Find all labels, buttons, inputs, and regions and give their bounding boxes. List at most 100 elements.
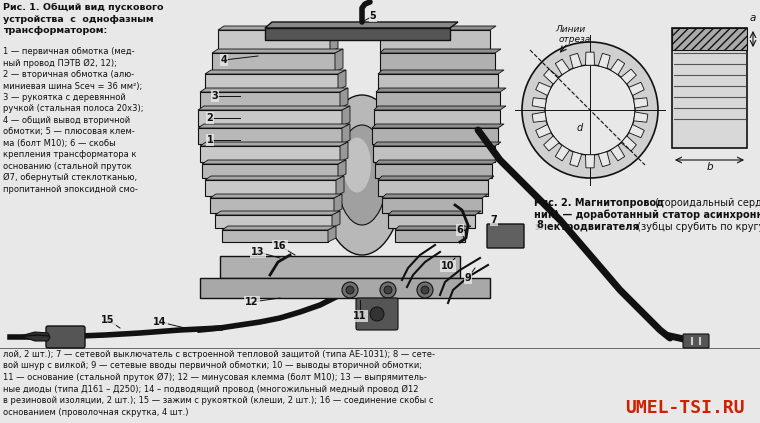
Text: электродвигателя: электродвигателя [534,222,638,232]
FancyBboxPatch shape [46,326,85,348]
Polygon shape [621,69,636,84]
Circle shape [384,286,392,294]
Text: UMEL-TSI.RU: UMEL-TSI.RU [625,399,745,417]
Polygon shape [373,142,501,146]
Polygon shape [338,70,346,90]
Text: 2: 2 [207,113,214,123]
Polygon shape [382,198,482,213]
Text: (зубцы срубить по кругу): (зубцы срубить по кругу) [634,222,760,232]
Polygon shape [380,26,496,30]
Polygon shape [338,160,346,178]
Polygon shape [621,136,636,151]
Text: 13: 13 [252,247,264,257]
Polygon shape [536,82,551,96]
Polygon shape [585,52,594,65]
Polygon shape [374,110,500,126]
Polygon shape [570,53,581,68]
Text: Рис. 1. Общий вид пускового
устройства  с  однофазным
трансформатором:: Рис. 1. Общий вид пускового устройства с… [3,3,163,35]
Polygon shape [382,194,488,198]
Polygon shape [543,136,559,151]
Text: Рис. 2. Магнитопровод: Рис. 2. Магнитопровод [534,198,664,208]
Polygon shape [629,124,644,138]
Polygon shape [205,70,346,74]
Polygon shape [380,30,490,52]
Polygon shape [205,176,344,180]
Polygon shape [585,155,594,168]
Circle shape [421,286,429,294]
Polygon shape [218,26,338,30]
Polygon shape [200,92,340,108]
Polygon shape [215,215,332,228]
Text: 6: 6 [457,225,464,235]
Polygon shape [198,110,342,126]
Bar [672,28,747,148]
Polygon shape [212,53,335,72]
Text: 9: 9 [464,273,471,283]
FancyBboxPatch shape [356,298,398,330]
Polygon shape [598,152,610,167]
Polygon shape [198,106,350,110]
Polygon shape [200,146,340,162]
Polygon shape [543,69,559,84]
Polygon shape [395,226,471,230]
Polygon shape [378,180,488,196]
Polygon shape [265,22,458,28]
Text: 12: 12 [245,297,258,307]
Polygon shape [205,180,336,196]
Polygon shape [215,211,340,215]
Polygon shape [328,226,336,242]
FancyBboxPatch shape [487,224,524,248]
Polygon shape [378,74,498,90]
Polygon shape [556,145,569,161]
Text: отреза: отреза [559,35,591,44]
Polygon shape [372,124,504,128]
Text: 1 — первичная обмотка (мед-
ный провод ПЭТВ Ø2, 12);
2 — вторичная обмотка (алю-: 1 — первичная обмотка (мед- ный провод П… [3,47,144,194]
Polygon shape [378,70,504,74]
Polygon shape [342,106,350,126]
Text: (тороидальный сердеч-: (тороидальный сердеч- [652,198,760,208]
Polygon shape [598,53,610,68]
Polygon shape [536,124,551,138]
Polygon shape [20,332,50,341]
Bar [672,28,747,50]
Polygon shape [198,124,350,128]
Text: 1: 1 [207,135,214,145]
Circle shape [346,286,354,294]
Polygon shape [200,142,348,146]
Polygon shape [634,112,648,122]
Polygon shape [210,194,342,198]
Polygon shape [332,211,340,228]
Text: 14: 14 [154,317,166,327]
Text: Линии: Линии [555,25,585,35]
Polygon shape [210,198,334,213]
Polygon shape [202,160,346,164]
Polygon shape [342,124,350,144]
Polygon shape [218,30,330,52]
Polygon shape [374,106,506,110]
Polygon shape [629,82,644,96]
Polygon shape [198,128,342,144]
Polygon shape [212,49,343,53]
Polygon shape [335,49,343,72]
Polygon shape [388,215,475,228]
Polygon shape [202,164,338,178]
Text: 7: 7 [491,215,497,225]
Circle shape [380,282,396,298]
Ellipse shape [319,95,404,255]
Polygon shape [388,211,481,215]
Polygon shape [610,59,625,75]
Ellipse shape [343,137,371,192]
Polygon shape [373,146,495,162]
Circle shape [417,282,433,298]
Text: 5: 5 [369,11,376,21]
Polygon shape [222,230,328,242]
Polygon shape [532,98,546,108]
Polygon shape [336,176,344,196]
Polygon shape [340,142,348,162]
Polygon shape [265,28,450,40]
Polygon shape [200,88,348,92]
Polygon shape [205,74,338,90]
Text: 15: 15 [101,315,115,325]
Text: d: d [577,123,583,133]
Text: 11: 11 [353,311,367,321]
